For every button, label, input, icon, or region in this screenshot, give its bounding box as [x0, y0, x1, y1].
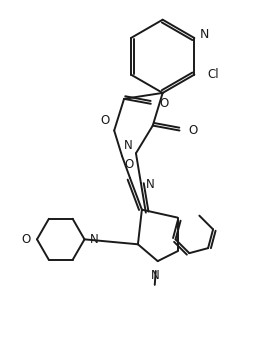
Text: N: N [124, 139, 133, 152]
Text: N: N [89, 233, 98, 246]
Text: O: O [100, 114, 109, 127]
Text: N: N [151, 269, 160, 282]
Text: O: O [188, 124, 198, 137]
Text: N: N [199, 27, 209, 41]
Text: Cl: Cl [207, 68, 219, 81]
Text: O: O [124, 158, 134, 171]
Text: O: O [160, 97, 169, 110]
Text: O: O [22, 233, 31, 246]
Text: N: N [146, 178, 155, 191]
